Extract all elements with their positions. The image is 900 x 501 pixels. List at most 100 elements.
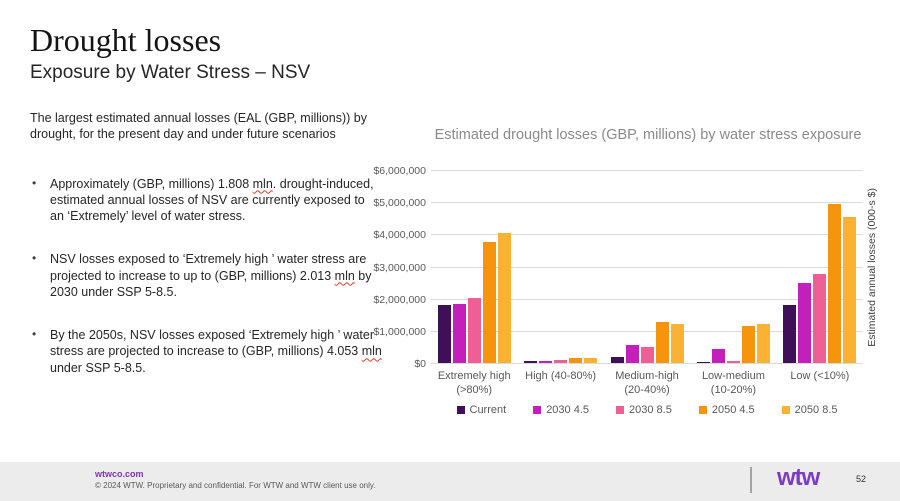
bullet-marker: • [32,251,37,266]
legend-label: 2050 8.5 [794,404,838,416]
bar-2030-4-5 [711,349,725,363]
legend-item: 2050 4.5 [698,404,755,416]
legend-swatch [533,406,542,414]
bar-group [431,170,517,363]
legend-label: Current [469,404,507,416]
bar-2030-8-5 [813,274,827,363]
x-axis-category-label: Low-medium (10-20%) [690,369,776,398]
y-tick-label: $3,000,000 [373,262,426,274]
bullet-text-segment: under SSP 5-8.5. [50,360,146,375]
page-number: 52 [856,474,867,484]
bullet-text-segment: By the 2050s, NSV losses exposed ‘Extrem… [50,328,374,359]
bullet-text-segment: by 2030 under SSP 5-8.5. [50,268,372,299]
wtw-logo: wtw [777,464,820,491]
footer-divider [750,467,752,493]
bar-2050-4-5 [741,326,755,363]
legend-item: Current [456,404,507,416]
bullet-marker: • [32,175,37,190]
x-axis-category-label: Medium-high (20-40%) [604,369,690,398]
bar-2050-8-5 [843,217,857,363]
legend-swatch [616,406,625,414]
y-tick-label: $2,000,000 [373,294,426,306]
bar-2030-8-5 [554,360,568,363]
gridline [431,363,863,364]
bar-2030-4-5 [539,361,553,363]
x-axis-labels: Extremely high (>80%) High (40-80%) Medium-… [431,369,863,398]
intro-text: The largest estimated annual losses (EAL… [30,111,367,142]
x-axis-label-line: Low-medium [701,370,765,382]
bar-current [696,362,710,363]
right-axis-label: Estimated annual losses (000-s $) [866,158,878,376]
bar-2050-8-5 [756,324,770,363]
bar-current [783,305,797,363]
plot-area [431,170,863,364]
bar-2050-4-5 [828,204,842,363]
bullet-list: • Approximately (GBP, millions) 1.808 mln… [30,176,382,376]
gridline [431,234,863,235]
x-axis-category-label: Extremely high (>80%) [431,369,517,398]
legend-label: 2030 8.5 [629,404,672,416]
bar-2030-8-5 [640,347,654,363]
gridline [431,170,863,171]
page-title: Drought losses [30,22,222,58]
bullet-text-segment: NSV losses exposed to ‘Extremely high ’ … [50,252,367,283]
x-axis-label-line: (>80%) [456,384,493,397]
y-axis-labels: $6,000,000 $5,000,000 $4,000,000 $3,000,000… [368,165,426,370]
y-tick-label: $4,000,000 [373,229,426,241]
bullet-item: • By the 2050s, NSV losses exposed ‘Extre… [30,327,382,376]
bullet-text-segment: . drought-induced, estimated annual loss… [50,176,374,224]
y-tick-label: $5,000,000 [373,197,426,209]
legend-item: 2030 8.5 [616,404,672,416]
x-axis-label-line: Low (<10%) [790,370,850,382]
bar-2050-4-5 [655,322,669,363]
bar-2030-8-5 [467,298,481,363]
bar-2050-4-5 [569,358,583,363]
bullet-text: NSV losses exposed to ‘Extremely high ’ … [50,251,382,300]
bar-group [517,170,603,363]
footer: wtwco.com © 2024 WTW. Proprietary and co… [0,462,900,501]
bullet-item: • NSV losses exposed to ‘Extremely high ’… [30,251,382,300]
right-axis-label-text: Estimated annual losses (000-s $) [866,187,878,347]
bar-2050-8-5 [670,324,684,363]
legend-label: 2030 4.5 [546,404,590,416]
x-axis-label-line: Extremely high [437,370,511,382]
legend-label: 2050 4.5 [711,404,755,416]
y-tick-label: $1,000,000 [373,326,426,338]
x-axis-category-label: High (40-80%) [517,369,603,398]
misspelled-word: mln [334,268,355,283]
gridline [431,267,863,268]
chart-title: Estimated drought losses (GBP, millions)… [434,127,862,143]
gridline [431,299,863,300]
bar-current [437,305,451,363]
gridline [431,331,863,332]
footer-url-link[interactable]: wtwco.com [95,469,144,479]
bullet-text-segment: Approximately (GBP, millions) 1.808 [50,176,253,191]
chart-legend: Current 2030 4.5 2030 8.5 2050 4.5 2050 8.5 [431,404,863,416]
bar-2050-8-5 [584,358,598,363]
bar-group [777,170,863,363]
left-panel: The largest estimated annual losses (EAL… [30,110,382,403]
bar-group [690,170,776,363]
bar-2050-8-5 [497,233,511,363]
bullet-text: Approximately (GBP, millions) 1.808 mln.… [50,176,382,225]
bullet-text: By the 2050s, NSV losses exposed ‘Extrem… [50,327,382,376]
drought-losses-chart: Estimated drought losses (GBP, millions)… [368,120,898,432]
x-axis-label-line: (10-20%) [710,384,757,397]
x-axis-label-line: (20-40%) [624,384,670,397]
y-tick-label: $0 [414,358,426,370]
bar-2030-4-5 [625,345,639,363]
x-axis-category-label: Low (<10%) [777,369,863,398]
misspelled-word: mln [361,344,382,359]
misspelled-word: mln [252,176,273,191]
bullet-item: • Approximately (GBP, millions) 1.808 mln… [30,176,382,225]
bullet-marker: • [32,327,37,341]
footer-copyright: © 2024 WTW. Proprietary and confidential… [95,481,376,490]
page-subtitle: Exposure by Water Stress – NSV [30,62,311,83]
gridline [431,202,863,203]
bar-current [610,357,624,363]
bar-current [524,361,538,363]
x-axis-label-line: Medium-high [615,370,679,382]
bar-2050-4-5 [482,242,496,363]
y-tick-label: $6,000,000 [373,165,426,177]
